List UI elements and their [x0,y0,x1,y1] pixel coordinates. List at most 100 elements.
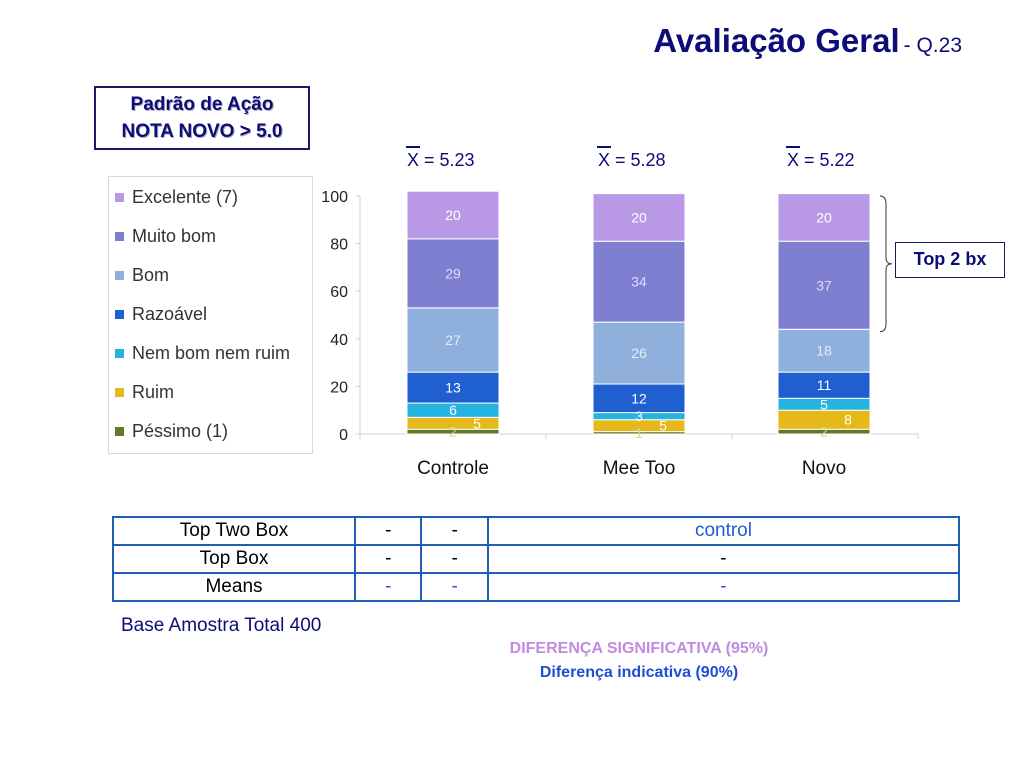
table-cell: - [353,572,423,602]
data-label: 6 [449,402,457,418]
table-cell: control [486,516,961,546]
mean-symbol: X [596,146,612,170]
data-label: 26 [631,345,647,361]
significance-95-note: DIFERENÇA SIGNIFICATIVA (95%) [509,640,769,657]
legend-label: Nem bom nem ruim [132,343,291,363]
table-cell: - [353,516,423,546]
category-label: Mee Too [603,458,676,479]
legend-item: Muito bom [115,226,216,247]
data-label: 12 [631,390,647,406]
table-cell: - [420,572,489,602]
data-label: 13 [445,380,461,396]
mean-value: = 5.22 [799,150,855,170]
legend-label: Ruim [132,382,175,402]
y-tick-label: 40 [330,332,348,349]
table-row: Top Two Box - - control [112,516,961,546]
table-cell: - [486,544,961,574]
data-label: 37 [816,277,832,293]
top2-box-label: Top 2 bx [895,242,1005,278]
bar-segment [406,307,500,373]
bar-segment [777,371,871,399]
data-label: 20 [631,209,647,225]
legend-item: Bom [115,265,169,286]
action-standard-line1: Padrão de Ação [130,94,274,115]
mean-value: = 5.23 [419,150,475,170]
bar-segment [592,383,686,414]
y-tick-label: 20 [330,379,348,396]
significance-90-note: Diferença indicativa (90%) [539,664,739,681]
y-tick-label: 80 [330,237,348,254]
mean-value: = 5.28 [610,150,666,170]
table-row: Top Box - - - [112,544,961,574]
data-label: 20 [816,209,832,225]
y-tick-label: 60 [330,284,348,301]
data-label: 5 [473,415,481,431]
data-label: 5 [820,396,828,412]
legend-label: Razoável [132,304,208,324]
data-label: 8 [844,412,852,428]
legend-item: Razoável [115,304,207,325]
title-question-code: - Q.23 [903,34,962,57]
legend-item: Nem bom nem ruim [115,343,290,364]
legend-swatch [115,232,124,241]
data-label: 5 [659,418,667,434]
category-label: Novo [802,458,846,479]
legend-label: Bom [132,265,170,285]
bar-segment [777,193,871,242]
action-standard-line2: NOTA NOVO > 5.0 [121,121,283,142]
data-label: 20 [445,207,461,223]
row-label: Top Box [112,544,356,574]
data-label: 34 [631,274,647,290]
bar-segment [592,240,686,323]
legend-label: Péssimo (1) [132,421,229,441]
data-label: 3 [635,408,643,424]
mean-symbol: X [785,146,801,170]
bar-segment [592,321,686,385]
mean-label-mee-too: X = 5.28 [596,146,666,171]
table-cell: - [486,572,961,602]
data-label: 2 [820,424,828,440]
page-title: Avaliação Geral - Q.23 [653,22,962,60]
data-label: 27 [445,332,461,348]
results-table: Top Two Box - - control Top Box - - - Me… [112,516,961,602]
table-cell: - [420,516,489,546]
title-main: Avaliação Geral [653,22,900,59]
mean-label-controle: X = 5.23 [405,146,475,171]
bar-segment [406,190,500,240]
data-label: 2 [449,424,457,440]
table-cell: - [420,544,489,574]
row-label: Means [112,572,356,602]
bar-segment [777,328,871,373]
bar-segment [592,193,686,242]
action-standard-box: Padrão de Ação NOTA NOVO > 5.0 [94,86,310,150]
table-row: Means - - - [112,572,961,602]
chart-legend: Excelente (7) Muito bom Bom Razoável Nem bom… [108,176,313,454]
data-label: 1 [635,425,643,441]
table-cell: - [353,544,423,574]
mean-label-novo: X = 5.22 [785,146,855,171]
legend-swatch [115,193,124,202]
y-tick-label: 100 [321,189,348,206]
legend-item: Excelente (7) [115,187,238,208]
legend-swatch [115,349,124,358]
legend-item: Ruim [115,382,174,403]
legend-item: Péssimo (1) [115,421,228,442]
row-label: Top Two Box [112,516,356,546]
legend-swatch [115,310,124,319]
bar-segment [406,371,500,404]
legend-swatch [115,388,124,397]
legend-swatch [115,427,124,436]
legend-label: Muito bom [132,226,217,246]
bar-segment [406,238,500,309]
legend-swatch [115,271,124,280]
y-tick-label: 0 [339,427,348,444]
mean-symbol: X [405,146,421,170]
top2-brace [879,195,893,333]
sample-base-note: Base Amostra Total 400 [121,615,322,636]
data-label: 18 [816,343,832,359]
data-label: 11 [817,377,832,393]
legend-label: Excelente (7) [132,187,239,207]
category-label: Controle [417,458,489,479]
bar-segment [777,240,871,330]
